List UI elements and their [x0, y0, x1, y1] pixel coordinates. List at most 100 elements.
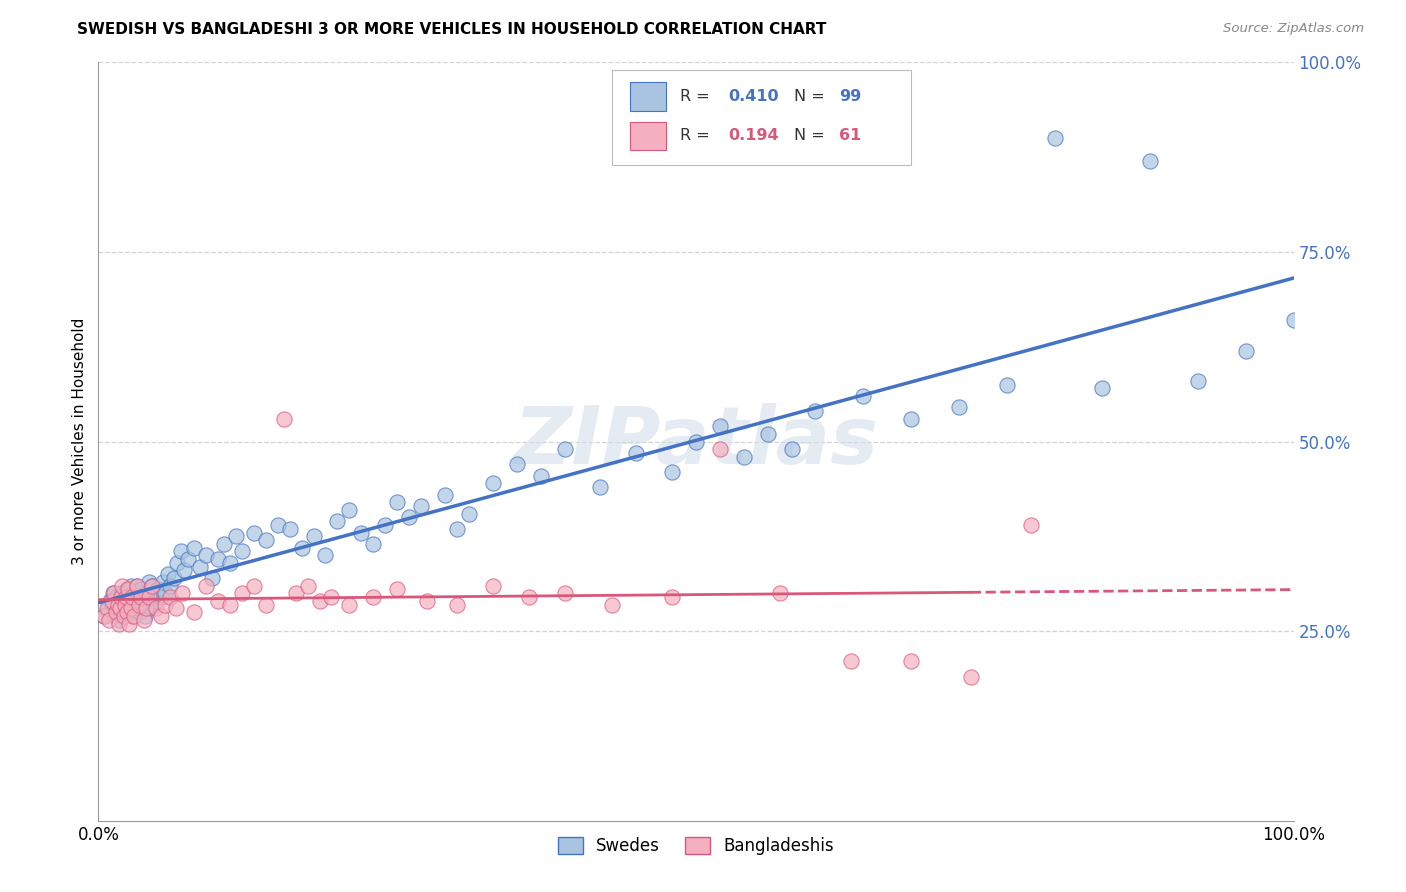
- Point: [127, 601, 149, 615]
- Point: [709, 442, 731, 457]
- Point: [661, 590, 683, 604]
- Point: [554, 586, 576, 600]
- Point: [385, 582, 409, 597]
- Point: [103, 586, 125, 600]
- Point: [107, 605, 129, 619]
- Point: [131, 590, 153, 604]
- Point: [155, 586, 177, 600]
- Point: [685, 434, 707, 449]
- Point: [207, 594, 229, 608]
- Point: [602, 598, 624, 612]
- Point: [1019, 517, 1042, 532]
- Point: [105, 605, 128, 619]
- Point: [948, 401, 970, 415]
- Point: [177, 552, 200, 566]
- Point: [149, 608, 172, 623]
- Point: [110, 594, 132, 608]
- Point: [225, 529, 247, 543]
- Point: [434, 487, 457, 501]
- FancyBboxPatch shape: [630, 82, 666, 111]
- Point: [481, 476, 505, 491]
- Point: [626, 446, 648, 460]
- Point: [159, 579, 181, 593]
- Point: [121, 608, 143, 623]
- Point: [138, 590, 160, 604]
- Point: [661, 465, 683, 479]
- Text: Source: ZipAtlas.com: Source: ZipAtlas.com: [1223, 22, 1364, 36]
- Point: [131, 582, 153, 597]
- Point: [363, 537, 385, 551]
- FancyBboxPatch shape: [630, 121, 666, 151]
- Point: [93, 608, 115, 623]
- Point: [149, 590, 172, 604]
- Point: [308, 594, 330, 608]
- Point: [107, 598, 129, 612]
- Point: [1282, 313, 1305, 327]
- Point: [339, 598, 361, 612]
- Text: R =: R =: [681, 89, 716, 104]
- Point: [273, 412, 295, 426]
- Point: [315, 548, 337, 563]
- Point: [141, 579, 163, 593]
- Point: [128, 594, 150, 608]
- Point: [159, 590, 181, 604]
- Point: [117, 601, 139, 615]
- Point: [254, 598, 277, 612]
- Point: [132, 613, 155, 627]
- Point: [111, 579, 134, 593]
- Point: [517, 590, 540, 604]
- Point: [135, 601, 157, 615]
- Text: 61: 61: [839, 128, 862, 144]
- Point: [900, 412, 922, 426]
- Text: 0.410: 0.410: [728, 89, 779, 104]
- Point: [363, 590, 385, 604]
- Point: [321, 590, 343, 604]
- Point: [117, 582, 139, 597]
- Point: [756, 427, 779, 442]
- Point: [530, 468, 553, 483]
- Point: [97, 601, 120, 615]
- Point: [124, 598, 146, 612]
- Point: [98, 613, 121, 627]
- Point: [841, 655, 863, 669]
- Point: [98, 594, 122, 608]
- Point: [219, 598, 242, 612]
- Text: R =: R =: [681, 128, 716, 144]
- Point: [207, 552, 229, 566]
- Point: [108, 601, 131, 615]
- Point: [995, 377, 1018, 392]
- Point: [152, 574, 174, 589]
- FancyBboxPatch shape: [613, 70, 911, 165]
- Point: [105, 590, 128, 604]
- Point: [163, 571, 186, 585]
- Point: [121, 590, 143, 604]
- Point: [135, 586, 157, 600]
- Point: [112, 608, 135, 623]
- Point: [458, 507, 481, 521]
- Point: [112, 598, 135, 612]
- Point: [254, 533, 277, 548]
- Point: [183, 541, 205, 555]
- Point: [115, 605, 138, 619]
- Point: [100, 594, 122, 608]
- Point: [554, 442, 576, 457]
- Point: [188, 559, 211, 574]
- Point: [481, 579, 505, 593]
- Point: [141, 579, 163, 593]
- Point: [108, 601, 131, 615]
- Point: [114, 598, 136, 612]
- Point: [780, 442, 803, 457]
- Point: [768, 586, 790, 600]
- Point: [120, 579, 142, 593]
- Point: [132, 590, 155, 604]
- Point: [107, 616, 129, 631]
- Point: [339, 503, 361, 517]
- Point: [156, 567, 179, 582]
- Point: [1043, 131, 1066, 145]
- Point: [134, 608, 156, 623]
- Point: [302, 529, 325, 543]
- Point: [93, 608, 115, 623]
- Point: [118, 594, 141, 608]
- Point: [115, 590, 138, 604]
- Text: 99: 99: [839, 89, 862, 104]
